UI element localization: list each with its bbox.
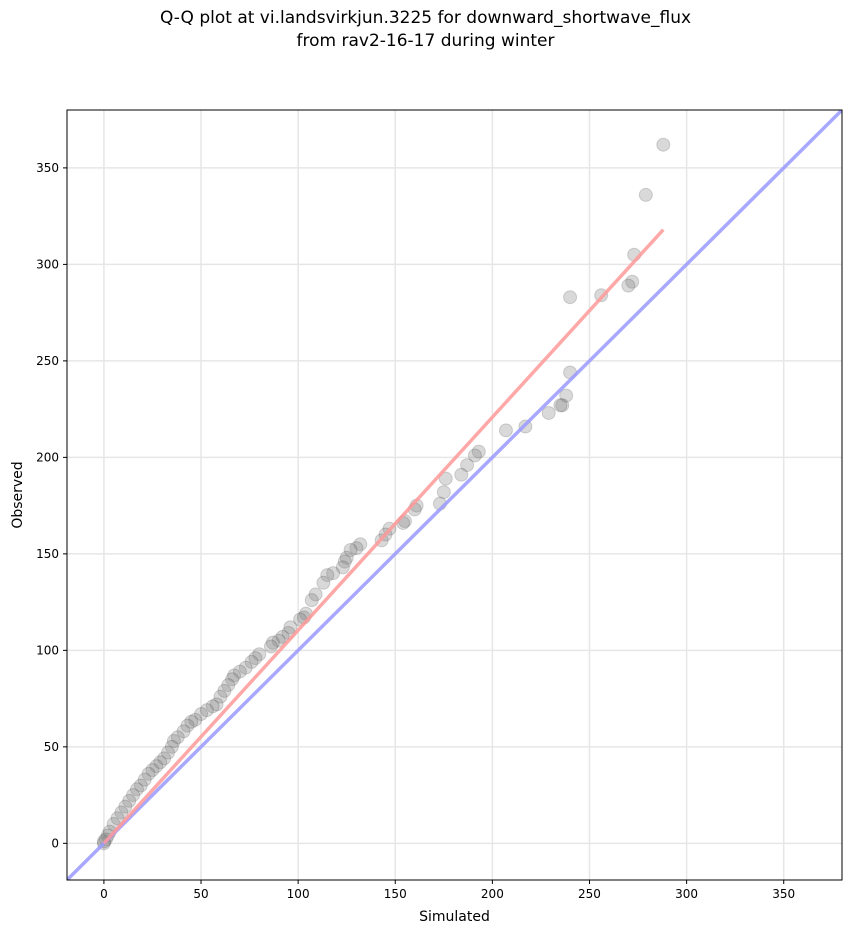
y-tick-label: 150 xyxy=(36,547,59,561)
x-tick-label: 350 xyxy=(772,887,795,901)
data-point xyxy=(436,485,451,500)
data-point xyxy=(283,620,298,635)
data-point xyxy=(221,678,236,693)
data-point xyxy=(122,793,137,808)
data-point xyxy=(157,751,172,766)
data-point xyxy=(153,755,168,770)
data-point xyxy=(170,730,185,745)
data-point xyxy=(176,724,191,739)
x-tick-label: 50 xyxy=(193,887,208,901)
data-point xyxy=(460,458,475,473)
data-point xyxy=(161,745,176,760)
data-point xyxy=(320,568,335,583)
data-point xyxy=(559,388,574,403)
data-point xyxy=(335,560,350,575)
data-point xyxy=(471,444,486,459)
x-tick-label: 250 xyxy=(578,887,601,901)
data-point xyxy=(232,664,247,679)
data-point xyxy=(118,799,133,814)
data-point xyxy=(638,187,653,202)
x-tick-label: 100 xyxy=(287,887,310,901)
data-point xyxy=(238,660,253,675)
data-point xyxy=(555,398,570,413)
data-point xyxy=(217,683,232,698)
data-point xyxy=(248,651,263,666)
x-axis-label: Simulated xyxy=(419,909,490,925)
data-point xyxy=(141,766,156,781)
data-point xyxy=(656,137,671,152)
data-point xyxy=(213,689,228,704)
data-point xyxy=(454,467,469,482)
data-point xyxy=(209,697,224,712)
data-point xyxy=(199,703,214,718)
data-point xyxy=(467,448,482,463)
data-point xyxy=(244,654,259,669)
y-tick-label: 300 xyxy=(36,257,59,271)
data-point xyxy=(205,699,220,714)
data-point xyxy=(100,828,115,843)
data-point xyxy=(621,278,636,293)
data-point xyxy=(252,647,267,662)
data-point xyxy=(498,423,513,438)
data-point xyxy=(326,566,341,581)
data-point xyxy=(126,788,141,803)
axes-frame xyxy=(66,109,843,881)
data-point xyxy=(271,633,286,648)
data-point xyxy=(114,805,129,820)
x-tick-label: 300 xyxy=(675,887,698,901)
x-tick-label: 200 xyxy=(481,887,504,901)
x-tick-label: 0 xyxy=(100,887,108,901)
data-point xyxy=(265,635,280,650)
y-tick-label: 250 xyxy=(36,354,59,368)
data-point xyxy=(339,550,354,565)
fit-line xyxy=(102,228,665,845)
data-point xyxy=(129,782,144,797)
data-point xyxy=(149,759,164,774)
y-tick-label: 0 xyxy=(51,836,59,850)
data-point xyxy=(308,587,323,602)
data-point xyxy=(184,714,199,729)
data-point xyxy=(225,672,240,687)
data-point xyxy=(227,668,242,683)
data-point xyxy=(164,739,179,754)
y-tick-label: 50 xyxy=(44,740,59,754)
data-point xyxy=(304,593,319,608)
y-tick-label: 350 xyxy=(36,161,59,175)
data-point xyxy=(166,734,181,749)
data-point xyxy=(188,712,203,727)
data-point xyxy=(133,778,148,793)
data-point xyxy=(563,290,578,305)
data-point xyxy=(145,763,160,777)
chart-title-line2: from rav2-16-17 during winter xyxy=(296,31,555,51)
x-tick-label: 150 xyxy=(384,887,407,901)
data-point xyxy=(353,537,368,552)
data-point xyxy=(137,772,152,787)
data-point xyxy=(316,575,331,590)
identity-line xyxy=(67,110,842,880)
data-point xyxy=(625,274,640,289)
data-point xyxy=(110,811,125,826)
y-tick-label: 100 xyxy=(36,643,59,657)
data-point xyxy=(275,629,290,644)
data-point xyxy=(349,541,364,556)
data-point xyxy=(263,639,278,654)
data-point xyxy=(438,471,453,486)
y-tick-label: 200 xyxy=(36,450,59,464)
chart-title-line1: Q-Q plot at vi.landsvirkjun.3225 for dow… xyxy=(159,8,692,28)
data-point xyxy=(337,554,352,569)
data-point xyxy=(180,718,195,733)
data-point xyxy=(194,707,209,722)
data-point xyxy=(541,405,556,420)
data-point xyxy=(553,398,568,413)
data-point xyxy=(343,543,358,557)
y-axis-label: Observed xyxy=(10,461,26,528)
